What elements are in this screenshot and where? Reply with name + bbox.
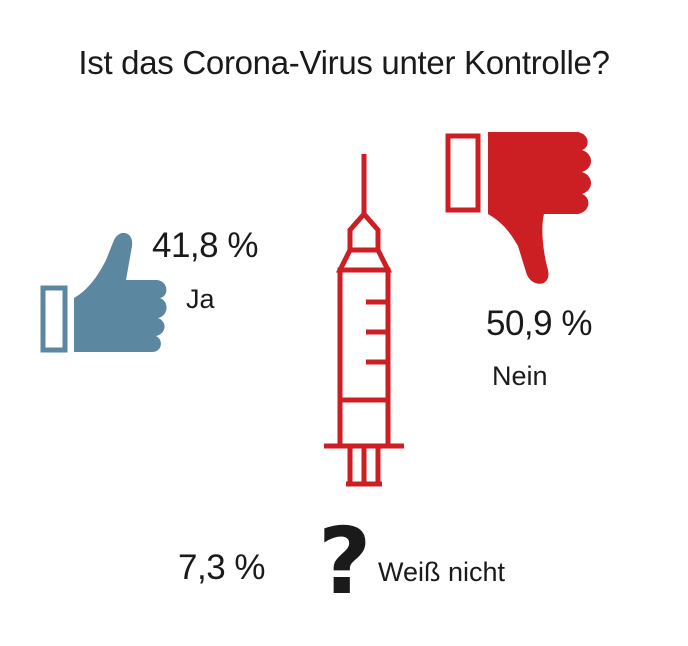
nein-value-label: 50,9 % <box>486 304 592 343</box>
ja-value-label: 41,8 % <box>152 226 258 265</box>
weiss-nicht-value-label: 7,3 % <box>178 548 266 587</box>
nein-category-label: Nein <box>492 361 548 391</box>
weiss-nicht-category-label: Weiß nicht <box>378 557 506 587</box>
chart-title: Ist das Corona-Virus unter Kontrolle? <box>78 44 610 81</box>
thumbs-up-icon <box>40 232 167 353</box>
thumbs-down-icon <box>445 132 591 284</box>
question-mark-icon: ? <box>318 508 372 615</box>
ja-category-label: Ja <box>186 284 215 314</box>
syringe-icon <box>324 154 404 487</box>
